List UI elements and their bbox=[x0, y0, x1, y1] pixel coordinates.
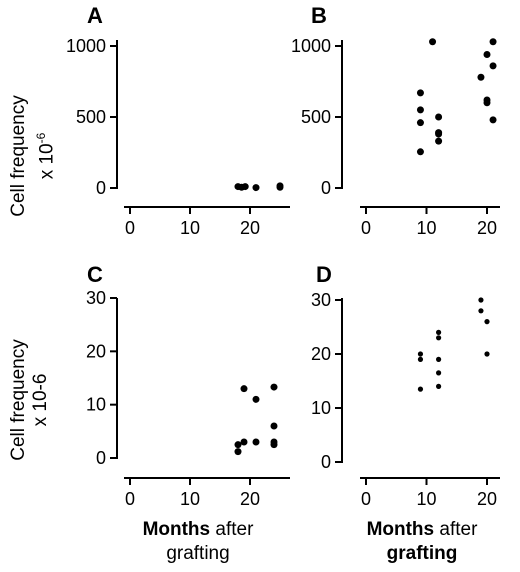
panel-d-data-point bbox=[436, 383, 442, 389]
panel-b-data-point bbox=[416, 148, 424, 156]
y-axis-label-bottom: Cell frequency x 10-6 bbox=[8, 310, 56, 490]
panel-b-y-tick-label: 0 bbox=[321, 178, 331, 198]
panel-a-data-point bbox=[276, 183, 284, 191]
panel-c-data-point bbox=[234, 448, 242, 456]
panel-b-data-point bbox=[483, 51, 491, 59]
panel-d-data-point bbox=[417, 351, 424, 357]
panel-c-data-point bbox=[270, 383, 278, 391]
panel-c-data-point bbox=[234, 441, 242, 449]
panel-d-data-point bbox=[436, 335, 442, 341]
panel-b-x-tick-label: 10 bbox=[416, 218, 436, 238]
panel-d-data-point bbox=[417, 386, 424, 392]
panel-b-axes bbox=[341, 40, 500, 208]
panel-b-data-point bbox=[429, 38, 437, 46]
panel-d-data-point bbox=[436, 329, 442, 335]
panel-c-data-point bbox=[270, 422, 278, 430]
panel-d-x-tick-label: 0 bbox=[361, 489, 371, 509]
x-axis-label-left: Months after grafting bbox=[142, 519, 254, 564]
panel-b-data-point bbox=[416, 89, 424, 97]
y-axis-label-bottom-line2: x 10-6 bbox=[30, 373, 51, 427]
panel-a-ticks: 0 500 1000 0 10 20 bbox=[66, 36, 260, 238]
panel-a: A 0 500 1000 0 10 20 bbox=[66, 3, 290, 238]
y-axis-label-top: Cell frequency x 10-6 bbox=[8, 66, 58, 246]
panel-b-x-tick-label: 20 bbox=[477, 218, 497, 238]
panel-d-data-point bbox=[484, 351, 490, 357]
panel-d-data-point bbox=[478, 297, 484, 303]
panel-c-data-point bbox=[252, 395, 260, 403]
panel-d-y-tick-label: 20 bbox=[311, 344, 331, 364]
panel-b-y-tick-label: 1000 bbox=[291, 36, 331, 56]
y-axis-label-top-line2: x 10-6 bbox=[34, 132, 58, 180]
panel-c-ticks: 0 10 20 30 0 10 20 bbox=[86, 288, 260, 509]
panel-a-points bbox=[234, 182, 284, 192]
panel-d-x-tick-label: 20 bbox=[477, 489, 497, 509]
panel-a-x-tick-label: 10 bbox=[180, 218, 200, 238]
panel-a-y-tick-label: 1000 bbox=[66, 36, 106, 56]
panel-a-data-point bbox=[241, 183, 249, 191]
panel-a-axes bbox=[116, 40, 290, 208]
panel-b-data-point bbox=[477, 73, 485, 81]
panel-letter-c: C bbox=[87, 262, 103, 287]
panel-b-data-point bbox=[416, 106, 424, 114]
panel-a-y-tick-label: 0 bbox=[96, 178, 106, 198]
panel-c-x-tick-label: 0 bbox=[125, 489, 135, 509]
panel-b-data-point bbox=[489, 62, 497, 70]
panel-d-data-point bbox=[417, 356, 424, 362]
panel-c-axes bbox=[116, 298, 290, 479]
panel-d-y-tick-label: 10 bbox=[311, 398, 331, 418]
panel-c-y-tick-label: 0 bbox=[96, 448, 106, 468]
panel-c-y-tick-label: 10 bbox=[86, 395, 106, 415]
panel-c-data-point bbox=[240, 438, 248, 446]
panel-letter-b: B bbox=[311, 3, 327, 28]
y-axis-label-top-line1: Cell frequency bbox=[8, 95, 29, 217]
panel-d-ticks: 0 10 20 30 0 10 20 bbox=[311, 290, 497, 509]
x-axis-label-right: Months after grafting bbox=[366, 519, 478, 564]
panel-a-y-tick-label: 500 bbox=[76, 107, 106, 127]
panel-b-data-point bbox=[489, 38, 497, 46]
panel-d-data-point bbox=[436, 370, 442, 376]
panel-d-x-tick-label: 10 bbox=[416, 489, 436, 509]
panel-d-data-point bbox=[436, 356, 442, 362]
panel-b-y-tick-label: 500 bbox=[301, 107, 331, 127]
panel-d-y-tick-label: 30 bbox=[311, 290, 331, 310]
panel-letter-d: D bbox=[316, 262, 332, 287]
panel-c-data-point bbox=[240, 385, 248, 393]
panel-b-points bbox=[416, 38, 497, 156]
panel-c-y-tick-label: 30 bbox=[86, 288, 106, 308]
panel-b-data-point bbox=[435, 130, 443, 138]
panel-c-x-tick-label: 20 bbox=[240, 489, 260, 509]
panel-b-data-point bbox=[483, 99, 491, 107]
panel-c-y-tick-label: 20 bbox=[86, 341, 106, 361]
panel-c-data-point bbox=[252, 438, 260, 446]
panel-a-x-tick-label: 0 bbox=[125, 218, 135, 238]
panel-d-data-point bbox=[478, 308, 484, 314]
panel-b-x-tick-label: 0 bbox=[361, 218, 371, 238]
panel-b-data-point bbox=[435, 137, 443, 145]
panel-d-points bbox=[417, 297, 490, 392]
panel-b-data-point bbox=[435, 113, 443, 121]
panel-b-data-point bbox=[489, 116, 497, 124]
panel-b-ticks: 0 500 1000 0 10 20 bbox=[291, 36, 497, 238]
panel-b-data-point bbox=[416, 119, 424, 127]
panel-c-data-point bbox=[270, 441, 278, 449]
panel-c-points bbox=[234, 383, 278, 456]
panel-d-data-point bbox=[484, 319, 490, 325]
panel-d-y-tick-label: 0 bbox=[321, 452, 331, 472]
panel-letter-a: A bbox=[87, 3, 103, 28]
panel-d: D 0 10 20 30 0 10 20 bbox=[311, 262, 500, 509]
panel-a-x-tick-label: 20 bbox=[240, 218, 260, 238]
panel-d-axes bbox=[341, 298, 500, 479]
panel-b: B 0 500 1000 0 10 20 bbox=[291, 3, 500, 238]
y-axis-label-bottom-line1: Cell frequency bbox=[8, 339, 29, 461]
panel-c: C 0 10 20 30 0 10 20 bbox=[86, 262, 290, 509]
panel-a-data-point bbox=[252, 184, 260, 192]
panel-c-x-tick-label: 10 bbox=[180, 489, 200, 509]
